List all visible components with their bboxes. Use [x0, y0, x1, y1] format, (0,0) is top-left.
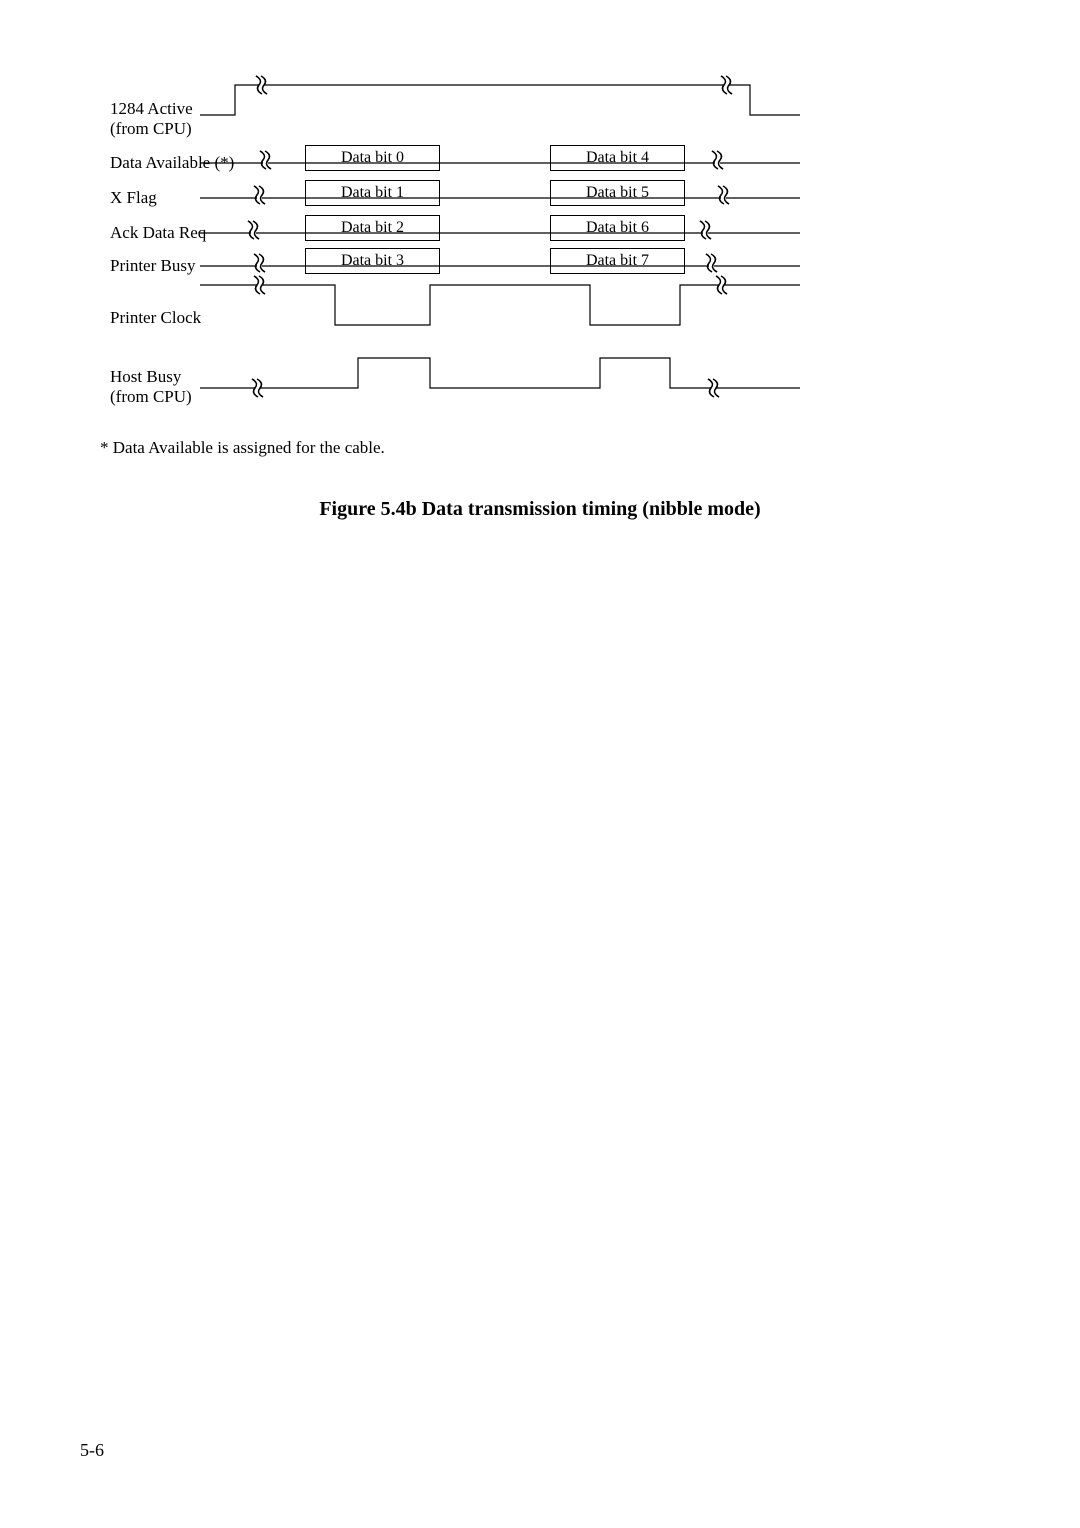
- wave-data-available: [200, 150, 800, 170]
- page-number: 5-6: [80, 1440, 104, 1461]
- wave-host-busy: [200, 358, 800, 398]
- waveform-svg: [80, 75, 800, 405]
- wave-1284-active: [200, 75, 800, 115]
- figure-caption: Figure 5.4b Data transmission timing (ni…: [0, 498, 1080, 521]
- footnote: * Data Available is assigned for the cab…: [100, 438, 385, 458]
- wave-ack-data-req: [200, 220, 800, 240]
- wave-printer-clock: [200, 275, 800, 325]
- wave-x-flag: [200, 185, 800, 205]
- timing-diagram: 1284 Active (from CPU) Data Available (*…: [80, 75, 980, 415]
- wave-printer-busy: [200, 253, 800, 273]
